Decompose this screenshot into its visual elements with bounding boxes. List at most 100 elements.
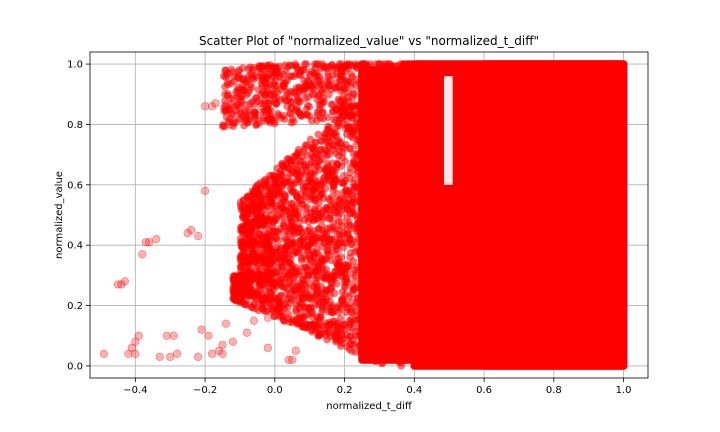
scatter-point [324,122,332,131]
x-tick-label: −0.4 [123,385,147,396]
scatter-point [314,288,323,297]
scatter-point [369,201,377,209]
scatter-point [293,175,302,184]
scatter-point [270,117,279,126]
scatter-point [155,352,164,361]
scatter-point [392,71,400,80]
scatter-point [323,247,331,255]
scatter-point [418,320,427,328]
scatter-point [341,274,350,283]
scatter-point [386,150,395,158]
scatter-point [279,254,288,262]
scatter-point [390,127,398,136]
scatter-point [242,229,251,238]
scatter-point [333,137,342,146]
scatter-point [313,177,322,185]
scatter-point [319,114,328,123]
scatter-point [351,277,359,286]
scatter-point [410,258,419,266]
scatter-point [310,326,319,334]
scatter-point [390,175,398,183]
scatter-point [286,259,294,268]
scatter-point [237,85,246,93]
scatter-point [409,76,418,84]
scatter-point [302,111,311,119]
scatter-point [351,248,359,256]
scatter-point [363,63,372,72]
scatter-point [305,102,314,111]
scatter-point [285,61,294,70]
scatter-point [405,236,414,244]
scatter-point [407,185,415,194]
scatter-point [134,331,143,340]
plot-area [99,60,628,370]
scatter-point [398,164,407,172]
scatter-point [340,188,348,196]
scatter-point [381,258,390,266]
scatter-point [311,301,320,309]
scatter-point [328,193,336,201]
scatter-point [258,76,267,85]
scatter-point [344,97,353,105]
scatter-point [141,238,150,247]
scatter-point [416,343,425,351]
scatter-point [406,212,415,221]
scatter-point [239,213,248,221]
plot-frame [89,51,649,379]
scatter-point [420,72,429,81]
scatter-point [418,171,427,180]
scatter-point [264,240,272,249]
scatter-point [367,182,376,190]
scatter-point [294,249,303,257]
scatter-point [229,275,237,284]
scatter-point [294,145,303,154]
scatter-point [326,139,334,147]
scatter-point [263,105,272,114]
scatter-point [335,260,344,269]
scatter-point [334,323,343,332]
scatter-point [330,272,338,281]
scatter-point [304,217,313,226]
scatter-point [319,99,327,107]
scatter-point [390,229,398,238]
scatter-point [346,332,355,341]
scatter-point [360,270,369,279]
scatter-point [394,267,402,276]
scatter-point [227,65,235,74]
scatter-point [263,343,272,352]
scatter-point [332,242,340,250]
scatter-point [384,237,393,246]
scatter-point [337,295,346,304]
scatter-point [333,330,342,338]
scatter-point [393,91,402,100]
scatter-point [322,62,331,71]
scatter-point [410,69,419,77]
scatter-point [355,332,363,340]
scatter-point [353,169,361,177]
scatter-point [358,176,366,184]
scatter-point [286,170,294,178]
scatter-point [187,225,196,235]
scatter-point [336,236,344,244]
scatter-point [256,199,264,208]
scatter-point [406,87,415,95]
scatter-point [302,303,310,311]
scatter-point [294,279,302,288]
scatter-point [291,210,300,219]
scatter-point [237,225,246,233]
scatter-point [307,257,316,266]
scatter-point [346,169,354,177]
scatter-point [378,358,387,367]
scatter-point [344,77,353,86]
scatter-point [337,206,346,214]
scatter-point [331,149,340,157]
dense-point-region [480,60,628,370]
scatter-point [169,331,178,340]
scatter-point [298,290,306,299]
scatter-point [245,256,254,264]
scatter-point [250,71,259,80]
scatter-point [411,330,420,339]
x-axis-ticks: −0.4 −0.2 0.0 0.2 0.4 0.6 0.8 1.0 [123,378,632,396]
scatter-point [336,314,345,323]
scatter-point [317,80,326,88]
